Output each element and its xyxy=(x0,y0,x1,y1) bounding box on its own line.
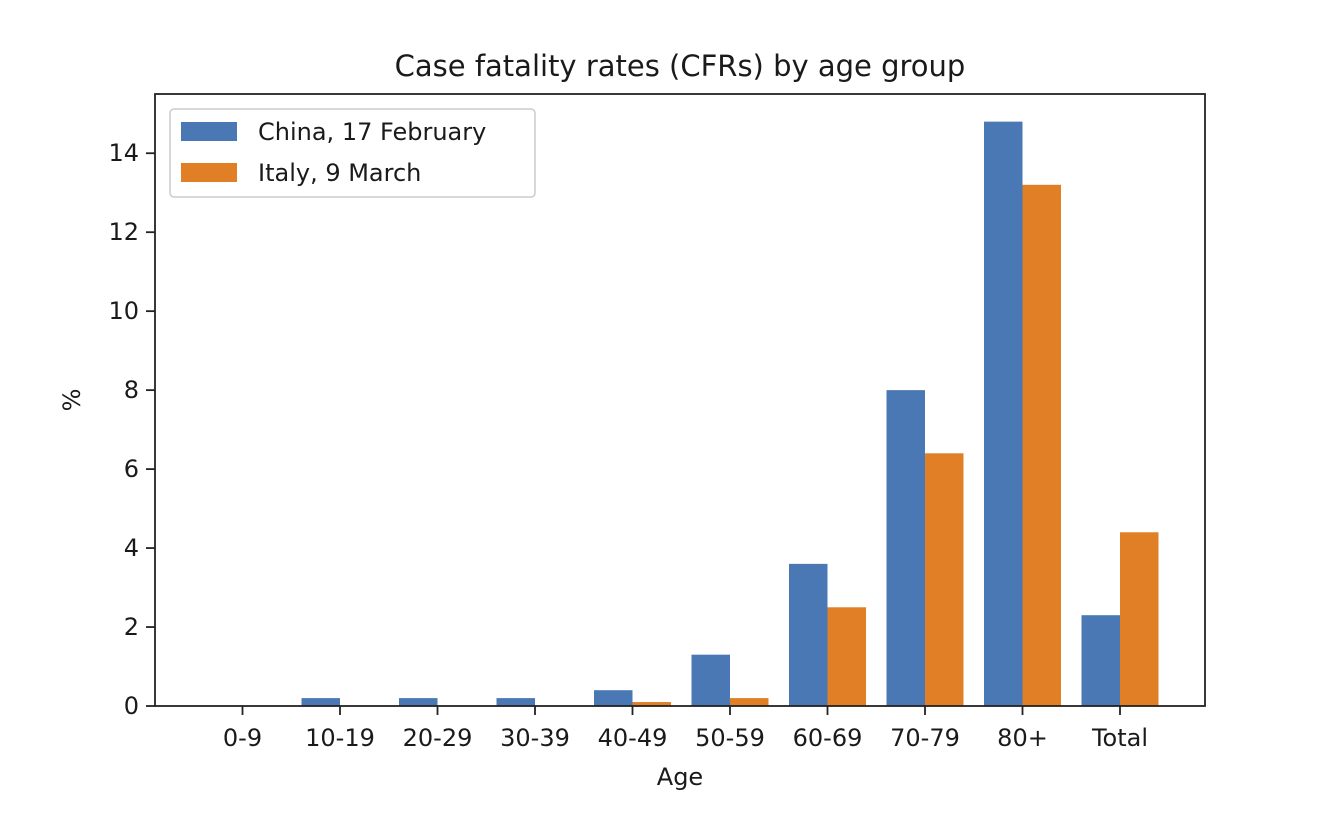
x-tick-label: Total xyxy=(1091,724,1148,752)
legend-swatch-china xyxy=(181,122,237,141)
bar-china-80+ xyxy=(984,121,1023,706)
bar-china-10-19 xyxy=(301,698,340,706)
bar-china-20-29 xyxy=(399,698,438,706)
y-tick-label: 6 xyxy=(124,455,139,483)
x-tick-label: 50-59 xyxy=(695,724,765,752)
x-tick-label: 80+ xyxy=(997,724,1048,752)
y-tick-label: 10 xyxy=(108,297,139,325)
bar-china-60-69 xyxy=(789,563,828,706)
x-axis: 0-9 10-19 20-29 30-39 40-49 50-59 60-69 70-79 80… xyxy=(223,706,1148,752)
bar-italy-80+ xyxy=(1022,184,1061,707)
x-tick-label: 60-69 xyxy=(793,724,863,752)
y-axis: 0 2 4 6 8 10 12 14 xyxy=(108,139,155,720)
y-axis-label: % xyxy=(58,389,86,412)
bar-china-70-79 xyxy=(886,390,925,706)
bar-italy-50-59 xyxy=(730,698,769,706)
y-tick-label: 2 xyxy=(124,613,139,641)
x-tick-label: 0-9 xyxy=(223,724,262,752)
y-tick-label: 0 xyxy=(124,692,139,720)
y-tick-label: 14 xyxy=(108,139,139,167)
x-tick-label: 30-39 xyxy=(500,724,570,752)
chart-title: Case fatality rates (CFRs) by age group xyxy=(395,49,966,83)
legend-label-china: China, 17 February xyxy=(258,118,486,146)
bar-italy-60-69 xyxy=(827,607,866,706)
x-axis-label: Age xyxy=(657,763,703,791)
x-tick-label: 10-19 xyxy=(305,724,375,752)
plot-frame xyxy=(154,93,1206,707)
y-tick-label: 12 xyxy=(108,218,139,246)
x-tick-label: 20-29 xyxy=(403,724,473,752)
bar-china-30-39 xyxy=(496,698,535,706)
bars-group xyxy=(301,121,1159,707)
y-tick-label: 8 xyxy=(124,376,139,404)
bar-china-50-59 xyxy=(691,654,730,706)
x-tick-label: 40-49 xyxy=(598,724,668,752)
legend-label-italy: Italy, 9 March xyxy=(258,159,421,187)
y-tick-label: 4 xyxy=(124,534,139,562)
legend-swatch-italy xyxy=(181,163,237,182)
bar-italy-40-49 xyxy=(632,702,671,706)
bar-italy-70-79 xyxy=(925,453,964,706)
bar-china-40-49 xyxy=(594,690,633,706)
legend: China, 17 February Italy, 9 March xyxy=(169,108,536,198)
bar-china-Total xyxy=(1081,615,1120,706)
legend-frame xyxy=(169,108,536,198)
bar-italy-Total xyxy=(1120,532,1159,706)
x-tick-label: 70-79 xyxy=(890,724,960,752)
